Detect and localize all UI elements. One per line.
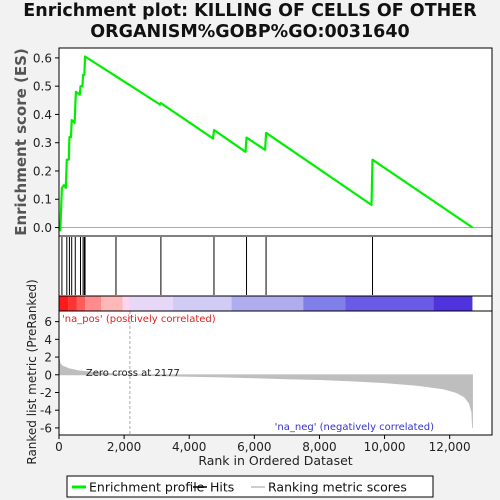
es-y-tick-label-1: 0.1 <box>33 193 52 207</box>
metric-y-tick-label-5: 4 <box>44 333 52 347</box>
heatmap-segment-8 <box>231 296 304 311</box>
heatmap-segment-4 <box>101 296 123 311</box>
x-tick-label-6: 12,000 <box>429 440 471 454</box>
plot-background <box>59 48 492 435</box>
heatmap-segment-6 <box>128 296 173 311</box>
es-y-axis-label: Enrichment score (ES) <box>12 48 30 236</box>
heatmap-segment-1 <box>68 296 77 311</box>
es-y-tick-label-5: 0.5 <box>33 80 52 94</box>
x-tick-label-2: 4,000 <box>172 440 206 454</box>
heatmap-segment-10 <box>345 296 434 311</box>
metric-y-axis-label: Ranked list metric (PreRanked) <box>25 279 39 464</box>
metric-panel-frame <box>58 310 493 436</box>
x-tick-label-5: 10,000 <box>364 440 406 454</box>
metric-y-tick-label-0: -6 <box>40 421 52 435</box>
negative-correlation-label: 'na_neg' (negatively correlated) <box>275 422 434 433</box>
ranking-metric-area <box>58 357 473 428</box>
legend-label-2: Ranking metric scores <box>268 480 407 495</box>
x-axis-label: Rank in Ordered Dataset <box>198 453 352 468</box>
es-y-tick-label-0: 0.0 <box>33 221 52 235</box>
metric-y-tick-label-1: -4 <box>40 404 52 418</box>
chart-title-line-1: Enrichment plot: KILLING OF CELLS OF OTH… <box>23 1 477 21</box>
x-tick-label-0: 0 <box>55 440 63 454</box>
heatmap-segment-11 <box>433 296 473 311</box>
x-tick-label-1: 2,000 <box>107 440 141 454</box>
metric-y-tick-label-6: 6 <box>44 315 52 329</box>
heatmap-segment-5 <box>122 296 129 311</box>
heatmap-segment-9 <box>303 296 346 311</box>
es-y-tick-label-3: 0.3 <box>33 136 52 150</box>
metric-y-tick-label-4: 2 <box>44 351 52 365</box>
heatmap-segment-7 <box>172 296 232 311</box>
enrichment-profile-line <box>58 55 474 232</box>
metric-y-tick-label-3: 0 <box>44 368 52 382</box>
legend-label-1: Hits <box>210 480 234 495</box>
chart-title-line-2: ORGANISM%GOBP%GO:0031640 <box>90 22 410 42</box>
heatmap-segment-2 <box>76 296 86 311</box>
es-y-tick-label-6: 0.6 <box>33 51 52 65</box>
x-tick-label-4: 8,000 <box>302 440 336 454</box>
heatmap-segment-0 <box>59 296 69 311</box>
legend-label-0: Enrichment profile <box>89 480 205 495</box>
heatmap-segment-3 <box>85 296 102 311</box>
es-y-tick-label-4: 0.4 <box>33 108 52 122</box>
x-tick-label-3: 6,000 <box>237 440 271 454</box>
zero-cross-label: Zero cross at 2177 <box>86 368 180 379</box>
es-y-tick-label-2: 0.2 <box>33 164 52 178</box>
metric-y-tick-label-2: -2 <box>40 386 52 400</box>
positive-correlation-label: 'na_pos' (positively correlated) <box>62 314 216 325</box>
heatmap-tail <box>472 296 492 311</box>
legend-box <box>66 475 434 498</box>
